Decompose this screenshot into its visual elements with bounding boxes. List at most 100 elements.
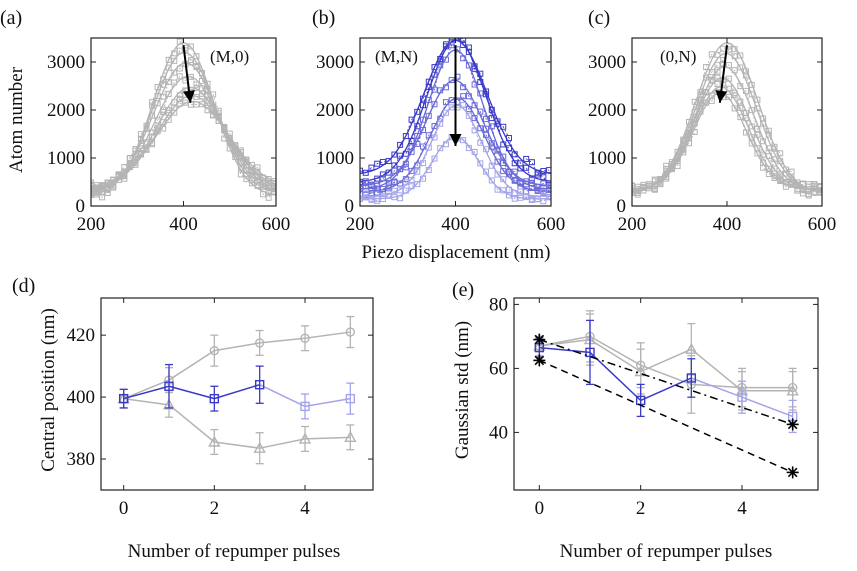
star-stroke-e bbox=[787, 467, 798, 478]
data-trace-b-4 bbox=[360, 95, 550, 196]
data-point-a bbox=[248, 161, 255, 168]
data-point-b bbox=[385, 185, 392, 192]
data-point-c bbox=[743, 87, 749, 94]
marker-circle-d bbox=[345, 327, 356, 337]
data-point-b bbox=[517, 180, 524, 187]
marker-square-e bbox=[585, 347, 595, 358]
data-point-c bbox=[754, 131, 761, 138]
data-point-b bbox=[483, 88, 490, 95]
data-point-c bbox=[731, 53, 738, 60]
data-point-c bbox=[691, 128, 698, 135]
data-point-b bbox=[408, 148, 415, 155]
data-point-c bbox=[748, 107, 755, 114]
series-line-e-2 bbox=[589, 351, 642, 401]
data-point-b bbox=[500, 176, 507, 183]
annotation-b: (M,N) bbox=[375, 47, 418, 66]
data-point-b bbox=[517, 194, 524, 201]
clip-group-a bbox=[91, 38, 276, 201]
data-point-b bbox=[379, 192, 386, 199]
data-point-a bbox=[91, 190, 94, 197]
data-point-a bbox=[154, 124, 161, 131]
data-point-a bbox=[171, 79, 178, 86]
data-point-b bbox=[437, 120, 444, 127]
data-point-c bbox=[737, 98, 744, 105]
data-point-a bbox=[193, 53, 200, 60]
data-point-a bbox=[199, 77, 205, 84]
marker-square-d bbox=[345, 393, 356, 404]
data-point-a bbox=[171, 57, 178, 64]
data-point-a bbox=[199, 101, 205, 108]
data-point-b bbox=[442, 84, 449, 91]
marker-star-e bbox=[533, 333, 546, 346]
plot-frame-d bbox=[100, 297, 374, 491]
y-tick-label-c: 2000 bbox=[588, 100, 626, 121]
trend-arrow-head-c bbox=[715, 90, 728, 103]
data-point-c bbox=[771, 175, 778, 182]
data-point-a bbox=[104, 189, 111, 196]
data-point-b bbox=[379, 158, 386, 165]
data-point-a bbox=[204, 80, 211, 87]
data-point-b bbox=[431, 123, 438, 130]
data-point-b bbox=[528, 197, 535, 204]
data-point-a bbox=[193, 85, 200, 92]
data-point-b bbox=[397, 166, 404, 173]
data-point-b bbox=[431, 101, 438, 108]
data-point-b bbox=[431, 71, 438, 78]
marker-triangle-e bbox=[634, 365, 647, 377]
data-point-b bbox=[465, 145, 472, 152]
data-point-b bbox=[442, 56, 449, 63]
data-point-b bbox=[402, 133, 409, 140]
data-point-c bbox=[725, 75, 732, 82]
panel-label-d: (d) bbox=[12, 275, 35, 297]
y-tick-label-b: 3000 bbox=[316, 52, 354, 73]
data-point-a bbox=[254, 164, 261, 171]
y-tick-label-e: 60 bbox=[489, 358, 508, 379]
marker-square-e bbox=[686, 373, 697, 383]
data-point-c bbox=[708, 51, 715, 58]
data-point-a bbox=[265, 189, 272, 196]
data-point-b bbox=[460, 84, 467, 91]
data-point-a bbox=[91, 186, 94, 193]
data-point-b bbox=[448, 97, 455, 104]
data-point-c bbox=[720, 61, 727, 68]
data-point-c bbox=[748, 81, 755, 88]
data-point-b bbox=[546, 187, 551, 194]
data-point-b bbox=[425, 112, 432, 119]
data-point-a bbox=[165, 64, 172, 71]
series-line-d-1 bbox=[168, 404, 215, 443]
data-point-c bbox=[697, 108, 704, 115]
data-point-a bbox=[176, 65, 183, 72]
data-point-c bbox=[731, 92, 738, 99]
data-point-a bbox=[243, 156, 250, 163]
data-point-b bbox=[442, 99, 449, 106]
data-point-b bbox=[420, 116, 427, 123]
data-point-c bbox=[651, 183, 658, 190]
data-point-b bbox=[477, 139, 484, 146]
data-point-a bbox=[232, 154, 239, 161]
y-tick-label-a: 3000 bbox=[47, 52, 85, 73]
marker-square-d bbox=[164, 381, 174, 391]
data-point-b bbox=[483, 131, 490, 138]
data-point-a bbox=[132, 161, 139, 168]
data-point-c bbox=[686, 118, 692, 125]
x-tick-label-a: 200 bbox=[77, 214, 106, 235]
data-point-b bbox=[488, 123, 495, 130]
data-point-a bbox=[154, 84, 161, 91]
data-point-c bbox=[748, 140, 755, 147]
data-point-b bbox=[534, 169, 541, 176]
series-line-e-1 bbox=[640, 348, 692, 373]
marker-triangle-d bbox=[208, 435, 221, 447]
data-point-b bbox=[471, 102, 478, 109]
marker-square-d bbox=[254, 380, 265, 390]
data-point-b bbox=[362, 169, 369, 176]
data-point-b bbox=[420, 102, 427, 109]
data-point-c bbox=[708, 97, 715, 104]
data-point-c bbox=[674, 163, 681, 170]
data-point-c bbox=[731, 46, 738, 53]
data-point-c bbox=[731, 67, 738, 74]
y-tick-label-e: 40 bbox=[489, 422, 508, 443]
data-point-b bbox=[391, 167, 398, 174]
data-point-c bbox=[788, 168, 795, 175]
data-point-a bbox=[154, 100, 161, 107]
